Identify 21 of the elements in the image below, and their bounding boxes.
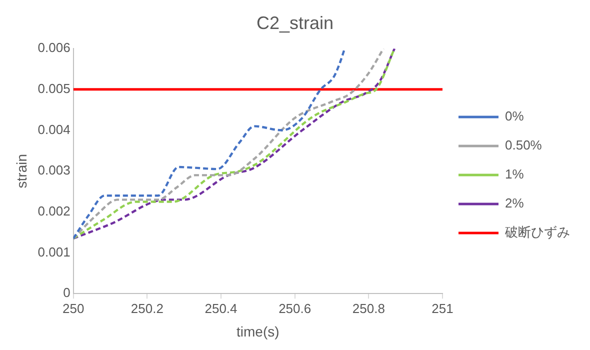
x-tick-label: 250.8 [352,300,385,316]
x-tick-label: 250.4 [204,300,238,316]
y-tick-label: 0.003 [38,162,70,178]
legend-label: 0% [505,108,524,124]
legend-label: 破断ひずみ [504,224,570,240]
x-tick-label: 250.6 [278,300,312,316]
legend-label: 1% [505,166,524,182]
y-tick-label: 0.005 [38,81,70,96]
x-tick-label: 250.2 [130,300,164,316]
chart-title: C2_strain [256,12,334,33]
legend-label: 0.50% [505,138,542,153]
y-tick-label: 0.001 [38,244,70,260]
y-tick-label: 0.006 [38,40,70,56]
y-tick-label: 0 [63,285,70,300]
x-axis-title: time(s) [236,323,280,340]
x-tick-label: 250 [62,300,84,316]
x-tick-label: 251 [432,300,454,316]
y-tick-label: 0.004 [38,122,70,137]
y-tick-label: 0.002 [38,204,70,219]
legend-label: 2% [505,196,524,211]
y-axis-title: strain [13,154,30,188]
